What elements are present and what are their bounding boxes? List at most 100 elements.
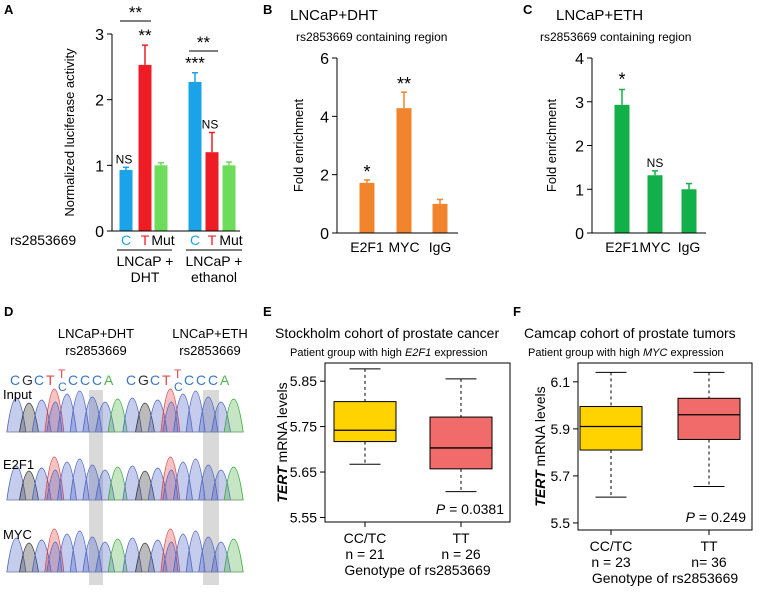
panel-d-title-right-1: LNCaP+ETH (172, 326, 248, 341)
panel-d-trace-peak (31, 467, 52, 501)
panel-f-y-axis-label: TERT mRNA levels (532, 386, 548, 506)
panel-d-trace-peak (107, 538, 128, 573)
panel-d-snp-base-top: T (58, 367, 66, 381)
panel-a-group-label: LNCaP + (117, 253, 174, 269)
row-label-input: Input (3, 387, 32, 402)
panel-d-base-letter: C (68, 372, 78, 388)
panel-a-x-tick-label: T (141, 232, 150, 248)
panel-d-trace-peak (173, 461, 193, 501)
panel-d-base-letter: T (162, 372, 171, 388)
panel-b-dht-chip-chart: LNCaP+DHT rs2853669 containing region 0 2… (290, 7, 458, 255)
panel-d-trace-peak (173, 393, 193, 433)
panel-d-trace-peak (95, 541, 115, 573)
panel-a-significance-label: *** (185, 54, 205, 73)
panel-d-trace-peak (211, 541, 231, 573)
panel-c-x-tick-label: MYC (639, 239, 670, 255)
panel-a-x-tick-label: Mut (219, 232, 242, 248)
panel-e-p-value: P = 0.0381 (436, 501, 504, 517)
panel-b-y-tick-label: 6 (320, 51, 329, 68)
panel-d-snp-base-bottom: C (174, 380, 183, 394)
panel-e-y-tick-label: 5.65 (290, 464, 317, 480)
panel-c-x-tick-label: E2F1 (605, 239, 639, 255)
panel-c-subtitle: rs2853669 containing region (540, 30, 691, 44)
panel-e-box (333, 401, 397, 443)
panel-c-x-tick-label: IgG (678, 239, 701, 255)
panel-a-y-tick-label: 3 (95, 27, 104, 44)
panel-c-bar (614, 104, 630, 233)
panel-b-title: LNCaP+DHT (290, 7, 378, 24)
panel-d-trace-peak (19, 542, 39, 573)
panel-d-trace-peak (135, 470, 155, 501)
panel-d-trace-peak (223, 398, 244, 433)
panel-a-bar (154, 165, 168, 231)
panel-letter-b: B (263, 2, 272, 17)
panel-c-y-tick-label: 0 (575, 226, 584, 243)
panel-c-y-tick-label: 2 (575, 139, 584, 156)
panel-f-y-tick-label: 6.1 (551, 374, 571, 390)
panel-e-y-tick-label: 5.85 (290, 373, 317, 389)
panel-d-trace-peak (135, 542, 155, 573)
panel-e-y-tick-label: 5.55 (290, 509, 317, 525)
panel-a-group-label: DHT (131, 269, 160, 285)
panel-d-trace-peak (147, 467, 168, 501)
panel-a-x-tick-label: T (208, 232, 217, 248)
panel-f-x-tick-label: CC/TC (590, 538, 633, 554)
panel-d-trace-peak (95, 401, 115, 433)
panel-d-base-letter: A (220, 372, 230, 388)
panel-b-y-axis-label: Fold enrichment (291, 99, 306, 193)
panel-b-bar (359, 182, 375, 233)
panel-f-y-tick-label: 5.5 (551, 515, 571, 531)
panel-c-bar (681, 189, 697, 233)
panel-d-base-letter: G (138, 372, 149, 388)
panel-a-group-label: ethanol (191, 269, 237, 285)
panel-f-box (677, 397, 741, 440)
panel-a-bar (188, 81, 202, 231)
panel-e-n-label: n = 21 (345, 546, 385, 562)
panel-f-plot-frame (577, 362, 753, 531)
panel-a-y-tick-label: 2 (95, 93, 104, 110)
panel-d-trace-peak (173, 533, 193, 573)
panel-d-base-letter: C (92, 372, 102, 388)
panel-d-trace-peak (135, 402, 155, 433)
panel-d-trace-peak (107, 398, 128, 433)
panel-f-box (579, 406, 643, 451)
panel-d-base-letter: C (126, 372, 136, 388)
panel-e-stockholm-boxplot: Stockholm cohort of prostate cancer Pati… (274, 325, 511, 578)
panel-c-bar (647, 175, 663, 233)
panel-e-x-tick-label: CC/TC (344, 530, 387, 546)
panel-f-y-tick-label: 5.7 (551, 468, 571, 484)
panel-e-box (429, 416, 493, 470)
panel-b-x-tick-label: MYC (388, 239, 419, 255)
panel-a-x-tick-label: C (121, 232, 131, 248)
panel-d-trace-peak (19, 402, 39, 433)
panel-d-base-letter: C (184, 372, 194, 388)
panel-letter-d: D (4, 304, 13, 319)
panel-a-x-tick-label: Mut (151, 232, 174, 248)
panel-b-bar (432, 203, 448, 233)
panel-b-y-tick-label: 2 (320, 168, 329, 185)
panel-f-p-value: P = 0.249 (686, 509, 747, 525)
panel-b-y-tick-label: 4 (320, 109, 329, 126)
panel-b-significance-label: ** (397, 74, 411, 94)
panel-letter-f: F (513, 304, 521, 319)
panel-c-eth-chip-chart: LNCaP+ETH rs2853669 containing region 0 1… (540, 7, 706, 255)
panel-c-significance-label: * (618, 70, 625, 90)
panel-c-y-axis-label: Fold enrichment (544, 99, 559, 193)
panel-f-n-label: n= 36 (691, 554, 727, 570)
panel-d-base-letter: G (22, 372, 33, 388)
panel-d-trace-peak (95, 469, 115, 501)
panel-e-subtitle: Patient group with high E2F1 expression (290, 347, 488, 359)
panel-b-x-tick-label: E2F1 (350, 239, 384, 255)
panel-c-y-tick-label: 1 (575, 182, 584, 199)
panel-letter-e: E (263, 304, 272, 319)
panel-e-title: Stockholm cohort of prostate cancer (275, 325, 499, 341)
row-label-e2f1: E2F1 (3, 457, 34, 472)
panel-f-x-axis-label: Genotype of rs2853669 (592, 570, 739, 586)
panel-f-n-label: n = 23 (591, 554, 631, 570)
panel-c-significance-label: NS (647, 156, 664, 170)
panel-d-base-letter: C (80, 372, 90, 388)
panel-a-significance-label: ** (138, 26, 152, 45)
panel-c-y-tick-label: 3 (575, 95, 584, 112)
